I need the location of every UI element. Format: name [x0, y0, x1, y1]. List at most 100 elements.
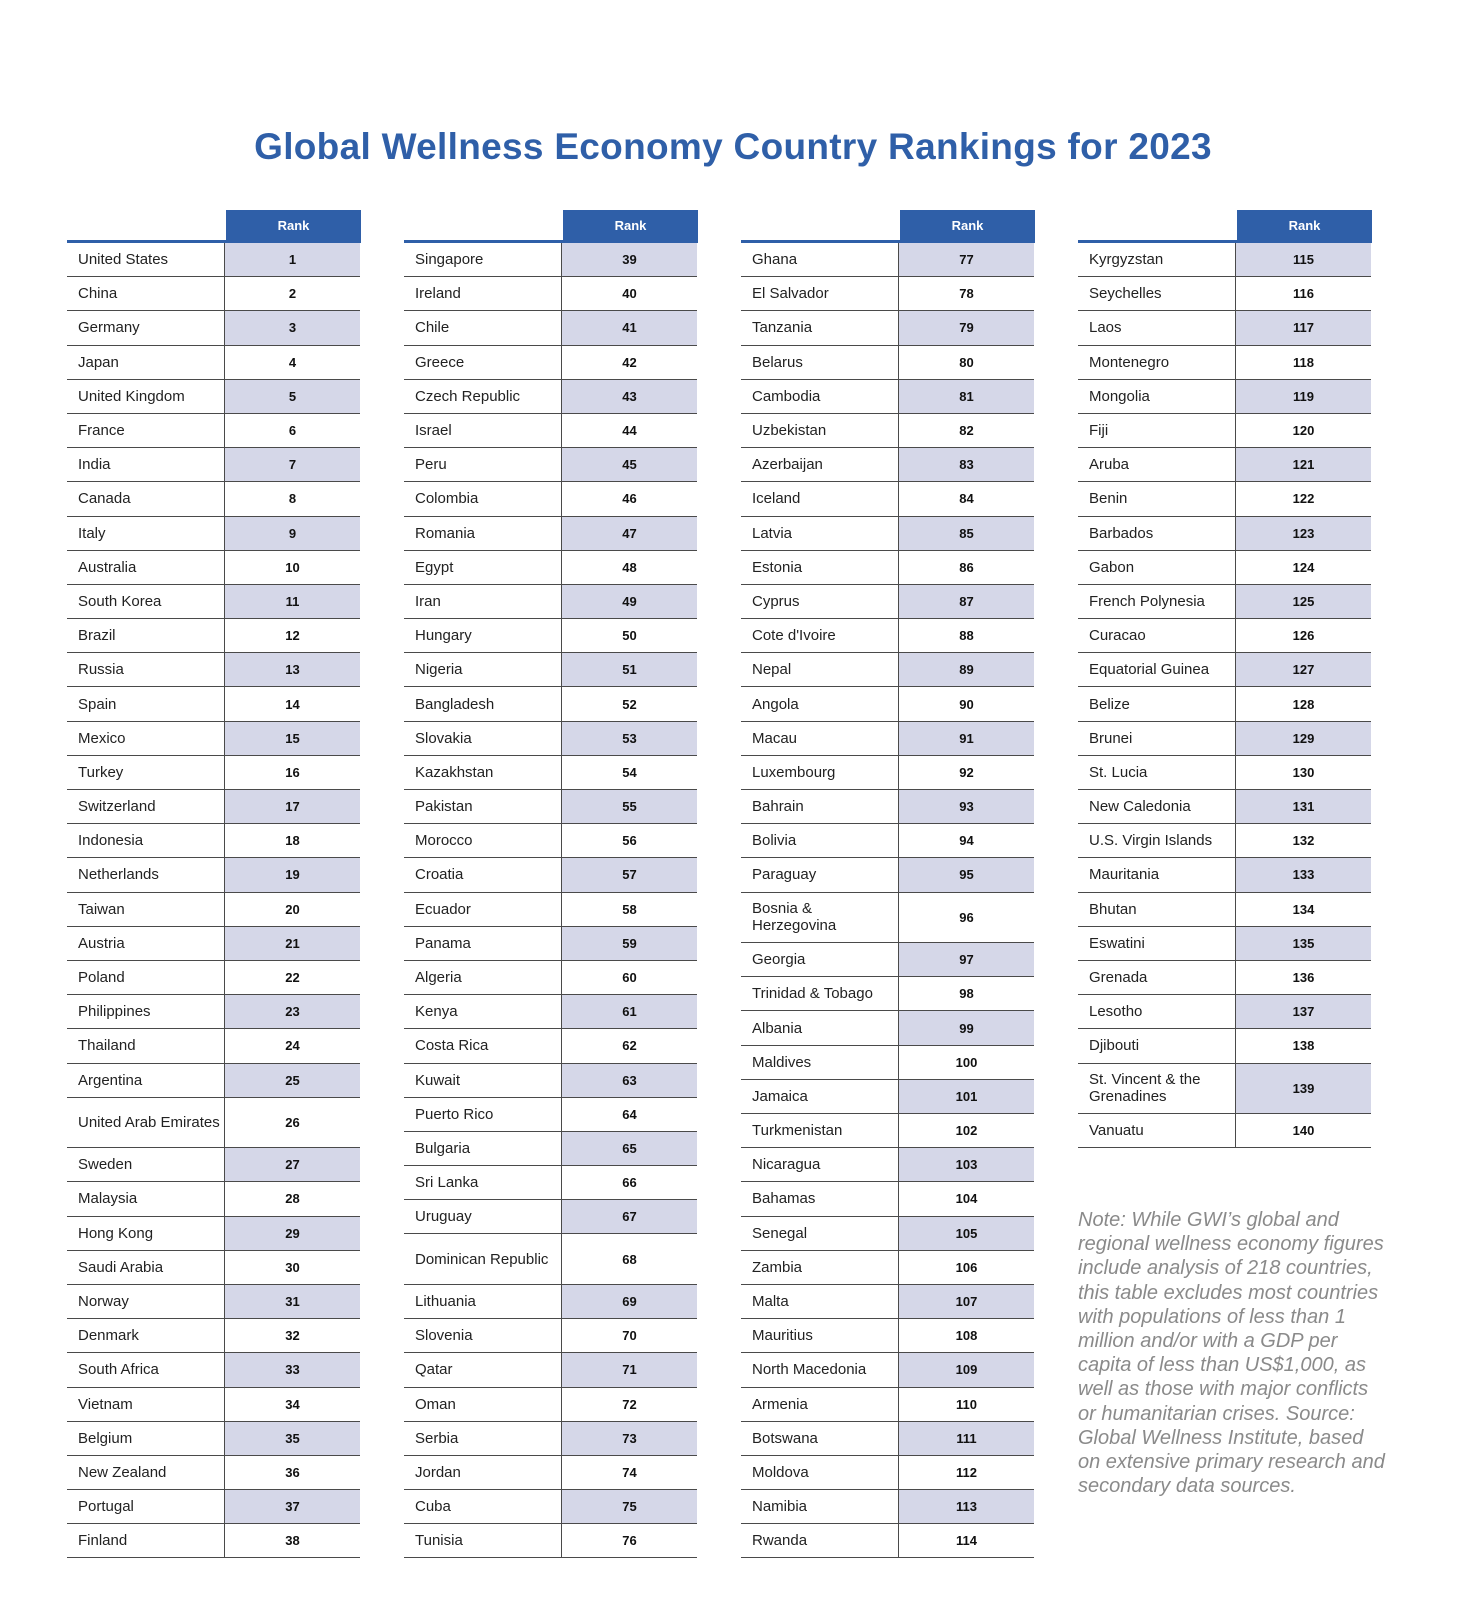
rank-value: 52: [622, 696, 637, 712]
table-row: Norway 31: [67, 1284, 360, 1320]
country-name: Cambodia: [741, 379, 899, 413]
country-name: Vanuatu: [1078, 1114, 1236, 1148]
rank-value: 62: [622, 1038, 637, 1054]
table-row: India 7: [67, 448, 360, 483]
rank-value: 126: [1292, 628, 1315, 644]
country-name: Bahrain: [741, 790, 899, 824]
table-row: Panama 59: [404, 926, 697, 961]
country-name: Iceland: [741, 482, 899, 516]
rank-value: 3: [225, 311, 360, 345]
country-name: Canada: [67, 482, 225, 516]
rank-value: 53: [562, 721, 697, 755]
country-name: Czech Republic: [404, 379, 562, 413]
table-row: French Polynesia 125: [1078, 584, 1371, 620]
table-row: New Caledonia 131: [1078, 790, 1371, 825]
country-name: Ireland: [404, 277, 562, 311]
country-name: Kazakhstan: [404, 755, 562, 789]
rank-value: 61: [562, 995, 697, 1029]
country-name: Maldives: [741, 1045, 899, 1079]
table-row: Greece 42: [404, 345, 697, 380]
table-row: Czech Republic 43: [404, 379, 697, 414]
table-row: Macau 91: [741, 721, 1034, 756]
country-name: Algeria: [404, 960, 562, 995]
country-name: Turkey: [67, 755, 225, 789]
table-row: Japan 4: [67, 345, 360, 380]
country-name: Lesotho: [1078, 995, 1236, 1029]
country-name: Cyprus: [741, 584, 899, 619]
table-row: Fiji 120: [1078, 413, 1371, 449]
rank-value: 60: [622, 970, 637, 986]
table-row: Dominican Republic 68: [404, 1234, 697, 1285]
rank-header: Rank: [900, 210, 1035, 240]
country-name: Botswana: [741, 1421, 899, 1455]
country-name: Slovenia: [404, 1319, 562, 1353]
table-row: Grenada 136: [1078, 960, 1371, 996]
table-row: Mauritania 133: [1078, 858, 1371, 893]
rank-value: 18: [285, 833, 300, 849]
rank-value: 19: [225, 858, 360, 892]
table-row: Morocco 56: [404, 824, 697, 859]
rank-value: 109: [899, 1353, 1034, 1387]
country-name: Belize: [1078, 687, 1236, 721]
table-row: Poland 22: [67, 960, 360, 996]
country-name: Zambia: [741, 1250, 899, 1284]
country-name: Saudi Arabia: [67, 1250, 225, 1284]
rank-value: 7: [225, 448, 360, 482]
rank-value: 82: [959, 423, 974, 439]
table-row: South Korea 11: [67, 584, 360, 620]
rank-header: Rank: [1237, 210, 1372, 240]
country-name: United Arab Emirates: [67, 1097, 225, 1148]
country-name: Egypt: [404, 550, 562, 584]
country-name: Bhutan: [1078, 892, 1236, 926]
table-row: Denmark 32: [67, 1319, 360, 1354]
country-name: Sri Lanka: [404, 1166, 562, 1200]
country-name: Serbia: [404, 1421, 562, 1455]
rank-value: 54: [622, 764, 637, 780]
table-row: Singapore 39: [404, 243, 697, 278]
table-row: Belgium 35: [67, 1421, 360, 1456]
table-header: Rank: [67, 210, 361, 243]
country-name: Argentina: [67, 1063, 225, 1097]
country-name: Panama: [404, 926, 562, 960]
table-row: Estonia 86: [741, 550, 1034, 585]
rank-value: 101: [899, 1079, 1034, 1113]
rank-value: 122: [1292, 491, 1315, 507]
rank-value: 77: [899, 243, 1034, 277]
country-name: Bolivia: [741, 824, 899, 858]
table-row: South Africa 33: [67, 1353, 360, 1388]
table-row: Sweden 27: [67, 1148, 360, 1183]
rank-value: 92: [959, 764, 974, 780]
table-row: Finland 38: [67, 1524, 360, 1559]
rank-value: 55: [562, 790, 697, 824]
table-row: Tunisia 76: [404, 1524, 697, 1559]
rank-value: 57: [562, 858, 697, 892]
table-row: Pakistan 55: [404, 790, 697, 825]
table-row: Zambia 106: [741, 1250, 1034, 1285]
rank-value: 9: [225, 516, 360, 550]
rank-value: 40: [622, 286, 637, 302]
rank-value: 45: [562, 448, 697, 482]
rank-value: 81: [899, 379, 1034, 413]
rank-value: 47: [562, 516, 697, 550]
rank-value: 111: [899, 1421, 1034, 1455]
country-name: Puerto Rico: [404, 1097, 562, 1131]
table-row: Turkey 16: [67, 755, 360, 790]
rank-value: 88: [959, 628, 974, 644]
table-row: Cote d'Ivoire 88: [741, 619, 1034, 654]
table-row: U.S. Virgin Islands 132: [1078, 824, 1371, 859]
country-name: Hong Kong: [67, 1216, 225, 1250]
rank-value: 68: [622, 1251, 637, 1267]
rank-value: 136: [1292, 970, 1315, 986]
table-row: Qatar 71: [404, 1353, 697, 1388]
table-row: Seychelles 116: [1078, 277, 1371, 312]
rank-value: 116: [1293, 286, 1314, 302]
table-row: Namibia 113: [741, 1490, 1034, 1525]
rank-value: 107: [899, 1284, 1034, 1319]
rank-value: 1: [225, 243, 360, 277]
table-row: Slovakia 53: [404, 721, 697, 756]
table-row: Canada 8: [67, 482, 360, 517]
table-row: Chile 41: [404, 311, 697, 346]
rank-value: 137: [1236, 995, 1371, 1029]
table-row: El Salvador 78: [741, 277, 1034, 312]
rank-value: 94: [959, 833, 974, 849]
